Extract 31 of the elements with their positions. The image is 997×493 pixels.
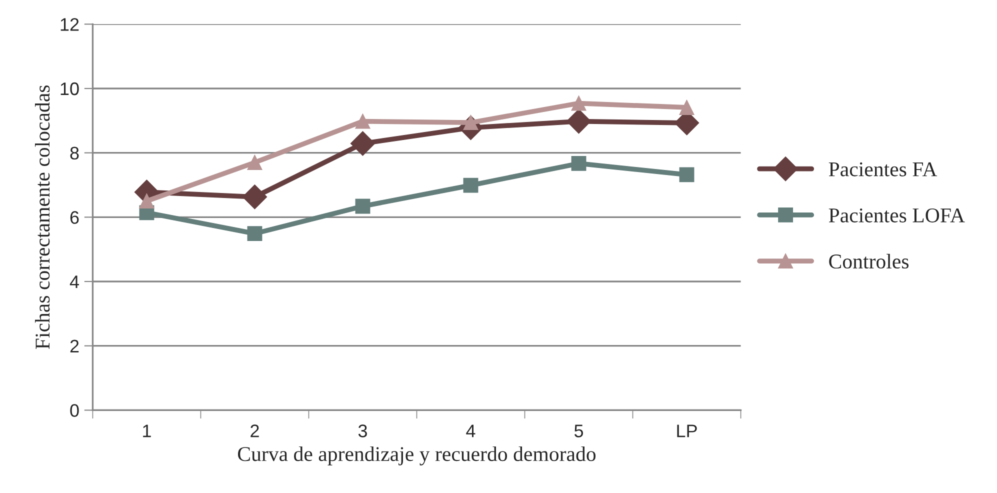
point <box>571 156 586 171</box>
y-axis-title: Fichas correctamente colocadas <box>34 85 50 350</box>
x-tick-label: 5 <box>574 424 584 438</box>
x-tick-label: 1 <box>143 424 151 438</box>
x-axis-title: Curva de aprendizaje y recuerdo demorado <box>238 446 596 466</box>
point <box>247 226 262 242</box>
point <box>571 96 586 111</box>
y-tick-label: 4 <box>70 276 79 288</box>
point <box>139 194 154 209</box>
legend-label: Controles <box>829 254 909 269</box>
point <box>679 167 694 182</box>
x-tick-label: 2 <box>250 424 259 438</box>
x-tick-label: 3 <box>358 424 367 438</box>
legend-label: Pacientes FA <box>828 162 938 176</box>
y-tick-label: 0 <box>70 404 79 417</box>
point <box>679 100 694 115</box>
point <box>355 114 370 129</box>
point <box>566 109 592 134</box>
y-tick-label: 2 <box>70 340 79 352</box>
legend-label: Pacientes LOFA <box>828 208 965 222</box>
x-tick-label: 4 <box>466 424 476 438</box>
y-tick-label: 12 <box>60 18 79 31</box>
point <box>242 184 268 210</box>
point <box>355 198 370 214</box>
point <box>463 178 478 193</box>
y-tick-label: 6 <box>70 211 79 224</box>
point <box>247 155 262 170</box>
point <box>350 131 376 156</box>
y-tick-label: 10 <box>60 82 79 96</box>
x-tick-label: LP <box>677 424 697 438</box>
y-tick-label: 8 <box>70 146 79 160</box>
